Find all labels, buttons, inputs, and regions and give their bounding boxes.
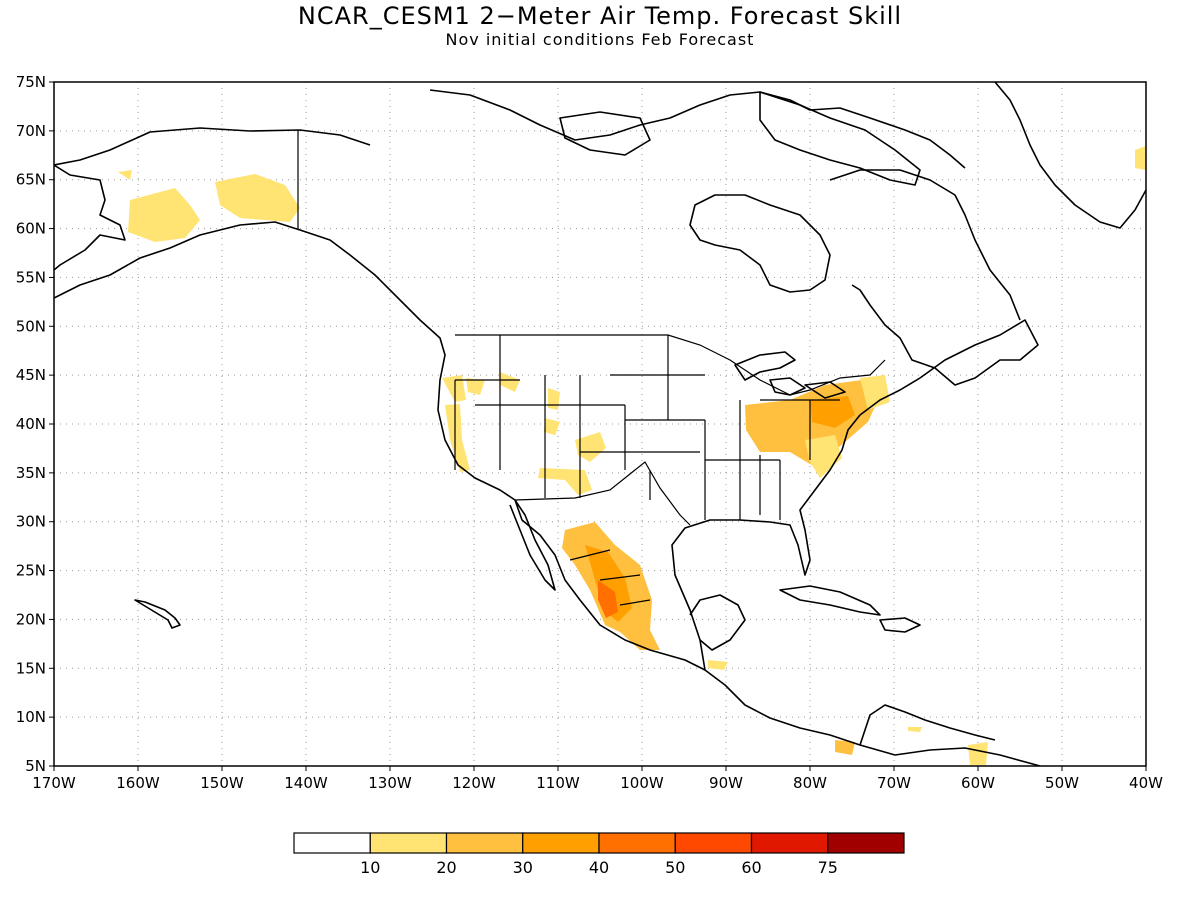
lon-tick-label: 60W (961, 774, 995, 792)
alaska-west-coast (54, 164, 126, 271)
lon-tick-label: 150W (200, 774, 244, 792)
colorbar-swatch (598, 832, 676, 854)
lon-tick-label: 140W (284, 774, 328, 792)
lat-tick-label: 70N (16, 122, 46, 140)
coastlines (54, 82, 1146, 766)
skill-region-mexico-inner (585, 545, 632, 622)
skill-region-wyoming (548, 388, 560, 410)
west-coastline (54, 221, 1041, 766)
lat-tick-label: 5N (25, 757, 46, 775)
skill-region-utah (544, 418, 560, 435)
hawaii (134, 599, 181, 629)
skill-region-oregon (466, 378, 485, 395)
political-borders (297, 130, 886, 606)
skill-region-arizona (538, 468, 592, 495)
skill-region-alaska-central (215, 174, 300, 222)
skill-region-pennsylvania-core (810, 396, 855, 428)
lon-tick-label: 100W (620, 774, 664, 792)
colorbar-label: 30 (513, 858, 533, 877)
lat-tick-label: 15N (16, 659, 46, 677)
lat-tick-label: 75N (16, 73, 46, 91)
map-title: NCAR_CESM1 2−Meter Air Temp. Forecast Sk… (297, 2, 903, 30)
lon-tick-label: 70W (877, 774, 911, 792)
lat-tick-label: 30N (16, 513, 46, 531)
colorbar-swatch (674, 832, 753, 854)
arctic-islands (429, 89, 966, 169)
skill-region-greenland-edge (1135, 146, 1146, 170)
skill-region-new-england (860, 375, 890, 410)
skill-region-california (445, 404, 470, 472)
mexico-state-lines (569, 549, 651, 606)
victoria-island (559, 111, 651, 156)
colorbar-swatch (445, 832, 524, 854)
lat-tick-label: 35N (16, 464, 46, 482)
lon-tick-label: 90W (709, 774, 743, 792)
lon-tick-label: 160W (116, 774, 160, 792)
lon-tick-label: 110W (536, 774, 580, 792)
colorbar-label: 20 (436, 858, 456, 877)
hudson-bay-coast (689, 194, 831, 293)
yucatan-coast (689, 594, 746, 651)
lon-tick-label: 80W (793, 774, 827, 792)
colorbar-swatch (827, 832, 905, 854)
lat-tick-label: 60N (16, 220, 46, 238)
lat-tick-label: 45N (16, 366, 46, 384)
skill-region-venezuela (968, 742, 988, 765)
lon-tick-label: 50W (1045, 774, 1079, 792)
cuba (779, 585, 881, 616)
south-america-coast (859, 704, 996, 746)
colorbar-label: 50 (665, 858, 685, 877)
gulf-east-coastline (671, 284, 1039, 671)
skill-region-alaska-west (128, 188, 200, 242)
baja-coast (509, 499, 556, 591)
skill-shading (118, 146, 1146, 765)
colorbar-swatch (293, 832, 371, 854)
colorbar: 10 20 30 40 50 60 75 (293, 832, 905, 877)
lat-tick-label: 40N (16, 415, 46, 433)
baffin-island (759, 91, 921, 186)
skill-region-colombia (835, 740, 855, 755)
hispaniola (879, 617, 921, 633)
lat-tick-label: 20N (16, 610, 46, 628)
lat-tick-label: 25N (16, 562, 46, 580)
lon-tick-label: 40W (1129, 774, 1163, 792)
us-state-lines (454, 335, 840, 520)
skill-region-mexico-core (598, 580, 618, 618)
skill-region-pacific-nw (442, 375, 466, 402)
alaska-north-coast (54, 127, 371, 166)
skill-region-virginia (805, 435, 842, 478)
map-subtitle: Nov initial conditions Feb Forecast (445, 30, 755, 49)
latitude-tick-labels: 5N 10N 15N 20N 25N 30N 35N 40N 45N 50N 55N 60N 65N 70… (16, 73, 54, 775)
lat-tick-label: 65N (16, 171, 46, 189)
lon-tick-label: 130W (368, 774, 412, 792)
lon-tick-label: 170W (32, 774, 76, 792)
skill-region-caribbean (908, 727, 922, 732)
greenland-coast (994, 82, 1146, 229)
colorbar-swatch (369, 832, 448, 854)
skill-region-colorado (575, 432, 606, 462)
skill-region-idaho (500, 372, 520, 392)
great-lakes (734, 351, 846, 399)
colorbar-swatch (522, 832, 600, 854)
longitude-tick-labels: 170W 160W 150W 140W 130W 120W 110W 100W 90W 80W 70… (32, 766, 1163, 792)
colorbar-label: 75 (818, 858, 838, 877)
skill-region-central-america (708, 660, 728, 670)
us-mexico-border (514, 461, 691, 526)
us-canada-border (455, 334, 886, 396)
skill-region-alaska-north (118, 170, 132, 180)
colorbar-label: 60 (741, 858, 761, 877)
lat-tick-label: 10N (16, 708, 46, 726)
colorbar-label: 10 (360, 858, 380, 877)
lat-tick-label: 50N (16, 317, 46, 335)
colorbar-label: 40 (589, 858, 609, 877)
colorbar-swatch (750, 832, 829, 854)
lon-tick-label: 120W (452, 774, 496, 792)
lat-tick-label: 55N (16, 268, 46, 286)
labrador-coast (829, 169, 1021, 321)
